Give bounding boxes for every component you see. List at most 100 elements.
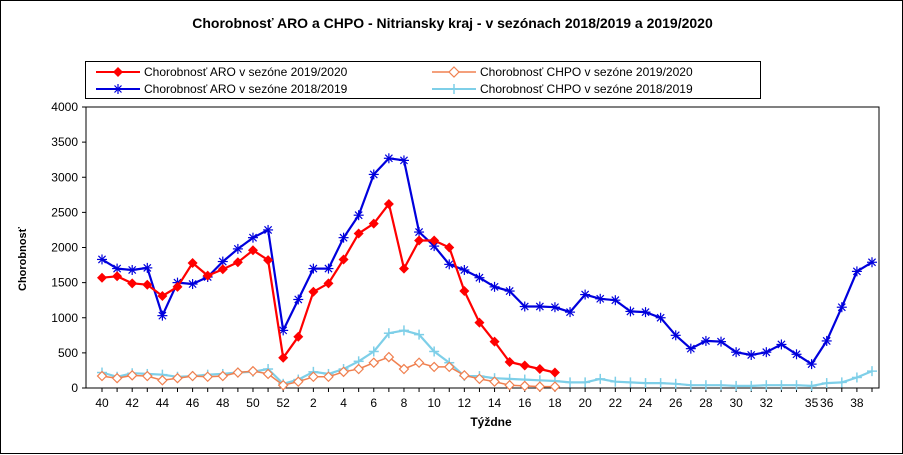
data-point xyxy=(474,317,485,328)
x-tick-label: 22 xyxy=(609,396,623,410)
data-point xyxy=(202,371,214,383)
chart-title: Chorobnosť ARO a CHPO - Nitriansky kraj … xyxy=(192,15,713,31)
data-point xyxy=(353,210,364,221)
data-point xyxy=(625,377,636,388)
x-tick-label: 42 xyxy=(126,396,140,410)
x-tick-label: 10 xyxy=(427,396,441,410)
series-2 xyxy=(97,153,877,370)
data-point xyxy=(443,361,455,373)
data-point xyxy=(112,263,123,274)
x-axis-label: Týždne xyxy=(470,415,512,429)
data-point xyxy=(323,263,334,274)
x-tick-label: 30 xyxy=(729,396,743,410)
x-tick-label: 35 xyxy=(805,396,819,410)
data-point xyxy=(413,357,425,369)
data-point xyxy=(429,346,440,357)
x-tick-label: 44 xyxy=(156,396,170,410)
data-point xyxy=(429,235,440,246)
y-tick-label: 3000 xyxy=(51,170,78,184)
legend-marker-aro-2019-2020 xyxy=(96,67,140,77)
series-line xyxy=(101,157,873,366)
data-point xyxy=(444,242,455,253)
x-tick-label: 38 xyxy=(850,396,864,410)
x-tick-label: 50 xyxy=(246,396,260,410)
data-point xyxy=(731,347,742,358)
data-point xyxy=(247,232,258,243)
data-point xyxy=(565,307,576,318)
x-tick-label: 16 xyxy=(518,396,532,410)
data-point xyxy=(459,370,470,381)
data-point xyxy=(127,278,138,289)
data-point xyxy=(217,370,229,382)
x-tick-label: 40 xyxy=(95,396,109,410)
x-tick-label: 2 xyxy=(310,396,317,410)
y-tick-label: 0 xyxy=(71,381,78,395)
x-tick-label: 46 xyxy=(186,396,200,410)
data-point xyxy=(323,278,334,289)
data-point xyxy=(776,380,787,391)
y-tick-label: 4000 xyxy=(51,100,78,114)
data-point xyxy=(383,198,394,209)
data-point xyxy=(217,264,228,275)
data-point xyxy=(565,377,576,388)
data-point xyxy=(383,351,395,363)
x-tick-label: 24 xyxy=(639,396,653,410)
x-tick-label: 20 xyxy=(578,396,592,410)
x-tick-label: 6 xyxy=(370,396,377,410)
data-point xyxy=(474,272,485,283)
x-tick-label: 36 xyxy=(820,396,834,410)
data-point xyxy=(263,224,274,235)
data-point xyxy=(398,325,409,336)
data-point xyxy=(761,380,772,391)
data-point xyxy=(549,367,560,378)
data-point xyxy=(761,347,772,358)
data-point xyxy=(142,262,153,273)
series-0 xyxy=(97,198,560,378)
data-point xyxy=(232,367,244,378)
data-point xyxy=(278,352,289,363)
data-point xyxy=(398,155,409,166)
data-point xyxy=(97,254,107,265)
data-point xyxy=(670,330,681,341)
data-point xyxy=(142,279,153,290)
data-point xyxy=(489,376,500,388)
data-point xyxy=(534,301,545,312)
data-point xyxy=(111,372,123,384)
data-point xyxy=(263,255,274,266)
data-point xyxy=(821,378,832,389)
x-tick-label: 32 xyxy=(760,396,774,410)
data-point xyxy=(459,286,470,297)
data-point xyxy=(308,263,319,274)
data-point xyxy=(625,306,636,317)
data-point xyxy=(187,279,198,290)
data-point xyxy=(338,232,349,243)
data-point xyxy=(187,370,198,382)
data-point xyxy=(867,366,877,377)
data-point xyxy=(489,336,500,347)
data-point xyxy=(338,366,349,378)
data-point xyxy=(126,370,138,381)
data-point xyxy=(791,380,802,391)
data-point xyxy=(353,228,364,239)
x-tick-label: 12 xyxy=(458,396,472,410)
y-tick-label: 3500 xyxy=(51,135,78,149)
data-point xyxy=(247,245,258,256)
y-tick-label: 1500 xyxy=(51,276,78,290)
data-point xyxy=(836,377,847,388)
x-tick-label: 18 xyxy=(548,396,562,410)
data-point xyxy=(414,235,425,246)
x-tick-label: 52 xyxy=(276,396,290,410)
data-point xyxy=(746,349,757,360)
data-point xyxy=(867,257,877,268)
data-point xyxy=(806,380,817,391)
data-point xyxy=(172,281,183,292)
data-point xyxy=(670,378,681,389)
data-point xyxy=(308,286,319,297)
data-point xyxy=(247,365,259,377)
x-tick-label: 14 xyxy=(488,396,502,410)
legend-marker-chpo-2019-2020 xyxy=(432,66,476,78)
data-point xyxy=(97,272,107,283)
data-point xyxy=(368,169,379,180)
